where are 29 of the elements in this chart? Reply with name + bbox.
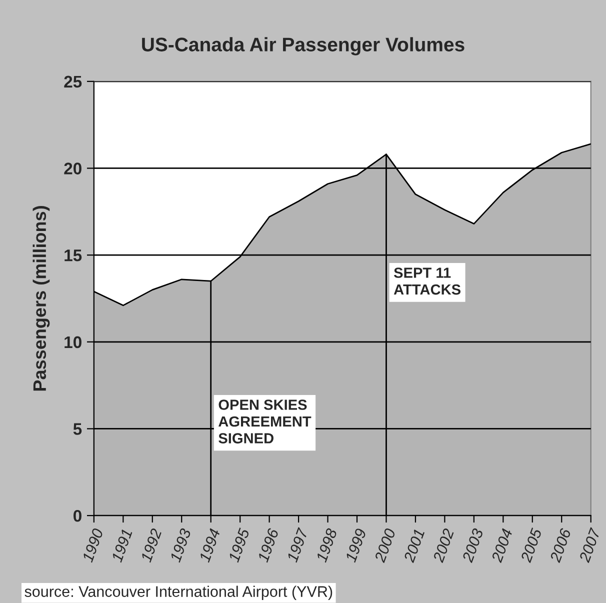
ref-line-label: OPEN SKIES AGREEMENT SIGNED: [218, 400, 312, 444]
source-note: source: Vancouver International Airport (YVR): [24, 586, 332, 600]
y-tick-label: 20: [64, 162, 82, 174]
x-tick-label: 2000: [374, 528, 396, 564]
y-tick-label: 15: [64, 250, 82, 262]
chart-title: US-Canada Air Passenger Volumes: [142, 37, 464, 56]
x-tick-label: 1991: [111, 528, 132, 563]
x-tick-label: 1994: [198, 528, 220, 563]
x-tick-label: 1996: [257, 528, 279, 563]
x-tick-label: 2005: [520, 527, 542, 564]
x-tick-label: 1992: [140, 528, 162, 563]
y-tick-label: 5: [73, 423, 82, 435]
x-tick-label: 2004: [491, 528, 513, 564]
y-tick-label: 0: [74, 510, 82, 522]
y-tick-label: 10: [64, 336, 82, 348]
x-tick-label: 2007: [578, 527, 601, 564]
x-tick-label: 2003: [462, 528, 484, 564]
x-tick-label: 1990: [82, 528, 104, 563]
y-tick-label: 25: [64, 76, 82, 88]
x-tick-label: 1995: [228, 527, 250, 563]
x-tick-label: 1993: [170, 528, 192, 563]
x-tick-label: 1999: [345, 528, 367, 563]
x-tick-label: 1998: [316, 528, 338, 563]
x-tick-label: 2001: [403, 528, 425, 564]
x-tick-label: 2002: [432, 528, 454, 564]
y-axis-title: Passengers (millions): [32, 206, 50, 391]
x-tick-label: 2006: [549, 528, 572, 564]
x-tick-label: 1997: [286, 527, 308, 563]
ref-line-label: SEPT 11 ATTACKS: [394, 268, 460, 295]
